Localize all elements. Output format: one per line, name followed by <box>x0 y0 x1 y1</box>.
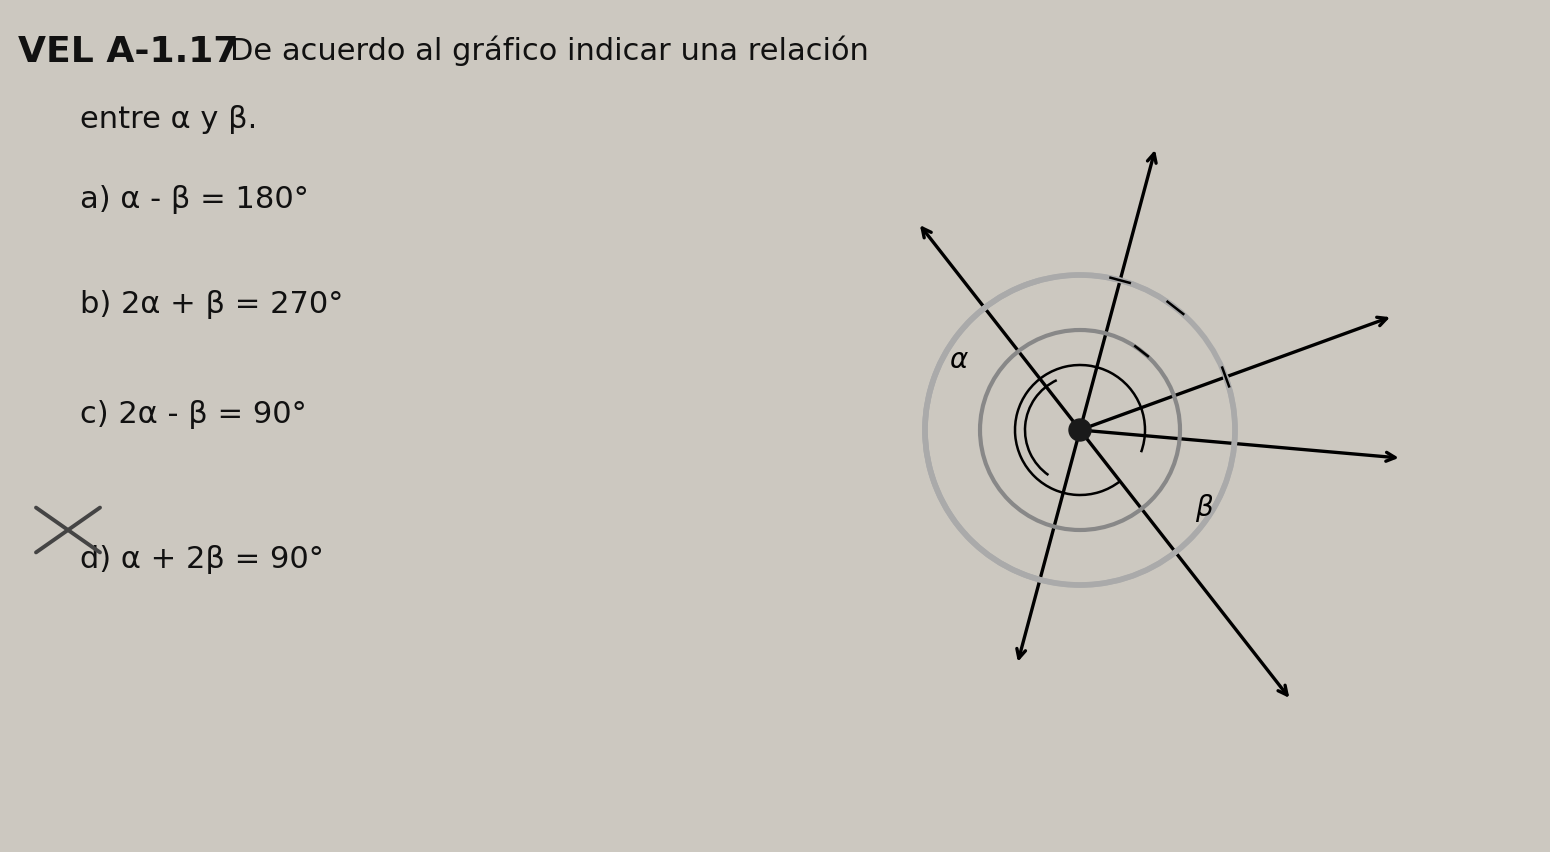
Text: d) α + 2β = 90°: d) α + 2β = 90° <box>81 545 324 574</box>
Text: b) 2α + β = 270°: b) 2α + β = 270° <box>81 290 344 319</box>
Text: VEL A-1.17: VEL A-1.17 <box>19 35 239 69</box>
Text: $\alpha$: $\alpha$ <box>949 346 969 374</box>
Text: c) 2α - β = 90°: c) 2α - β = 90° <box>81 400 307 429</box>
Text: entre α y β.: entre α y β. <box>81 105 257 134</box>
Circle shape <box>1070 419 1091 441</box>
Text: De acuerdo al gráfico indicar una relación: De acuerdo al gráfico indicar una relaci… <box>229 35 870 66</box>
Text: $\beta$: $\beta$ <box>1195 492 1214 524</box>
Text: a) α - β = 180°: a) α - β = 180° <box>81 185 308 214</box>
